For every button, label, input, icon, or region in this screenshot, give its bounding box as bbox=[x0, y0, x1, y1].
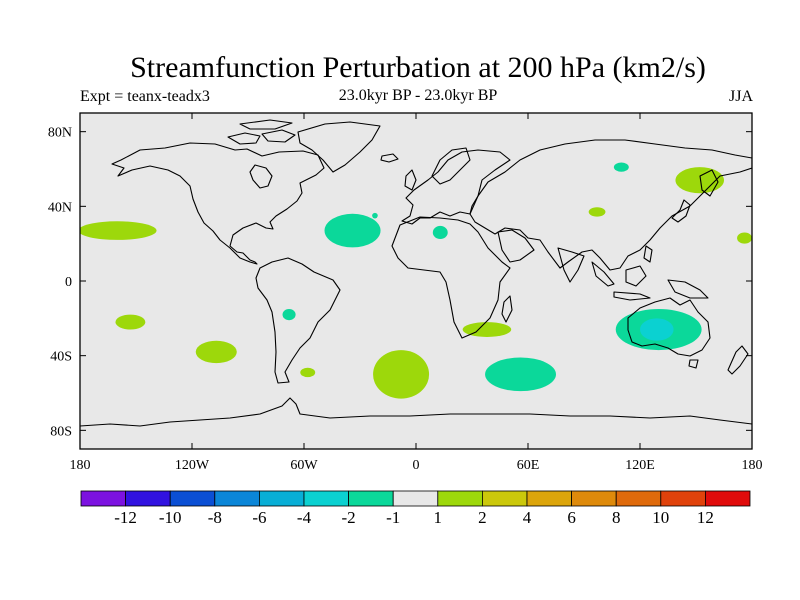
coast-antarctica bbox=[80, 397, 752, 427]
x-tick-label-4: 60E bbox=[517, 458, 540, 473]
coast-greenland bbox=[297, 121, 381, 173]
x-tick-label-5: 120E bbox=[625, 458, 655, 473]
x-tick-label-0: 180 bbox=[70, 458, 91, 473]
coast-kamchatka bbox=[699, 169, 719, 197]
colorbar-bin-2 bbox=[169, 490, 216, 507]
coast-new-zealand bbox=[727, 345, 749, 375]
colorbar-bin-6 bbox=[348, 490, 394, 507]
coast-scandinavia bbox=[431, 147, 471, 185]
colorbar-label-0: -12 bbox=[114, 508, 137, 527]
season-label: JJA bbox=[728, 88, 753, 105]
colorbar-label-9: 4 bbox=[523, 508, 532, 527]
coast-india bbox=[557, 247, 585, 283]
colorbar-bin-14 bbox=[705, 490, 751, 507]
colorbar-bin-9 bbox=[481, 490, 528, 507]
anomaly-patch-8 bbox=[432, 225, 448, 239]
coast-asia bbox=[469, 139, 752, 271]
colorbar-label-3: -6 bbox=[252, 508, 266, 527]
colorbar-bin-1 bbox=[125, 490, 171, 507]
coast-philippines bbox=[643, 245, 653, 263]
anomaly-patch-0 bbox=[80, 221, 157, 240]
plot-title: Streamfunction Perturbation at 200 hPa (… bbox=[130, 51, 706, 84]
colorbar-label-12: 10 bbox=[652, 508, 669, 527]
y-tick-label-2: 0 bbox=[65, 275, 72, 290]
colorbar-bin-13 bbox=[660, 490, 706, 507]
coast-europe bbox=[401, 149, 511, 225]
anomaly-patch-4 bbox=[282, 309, 296, 321]
colorbar-label-11: 8 bbox=[612, 508, 621, 527]
colorbar-bin-0 bbox=[80, 490, 126, 507]
anomaly-layer bbox=[80, 162, 752, 399]
x-tick-label-1: 120W bbox=[175, 458, 210, 473]
colorbar-label-6: -1 bbox=[386, 508, 400, 527]
coast-new-guinea bbox=[667, 279, 709, 299]
anomaly-patch-13 bbox=[675, 167, 724, 194]
y-tick-label-3: 40S bbox=[50, 350, 72, 365]
coast-borneo bbox=[625, 265, 647, 287]
colorbar-label-7: 1 bbox=[434, 508, 443, 527]
colorbar-label-10: 6 bbox=[567, 508, 576, 527]
coast-africa bbox=[391, 216, 511, 339]
colorbar-bin-8 bbox=[437, 490, 483, 507]
colorbar-label-4: -4 bbox=[297, 508, 312, 527]
colorbar-bin-7 bbox=[392, 490, 439, 507]
colorbar-bin-12 bbox=[615, 490, 662, 507]
y-tick-label-1: 40N bbox=[48, 200, 72, 215]
anomaly-patch-6 bbox=[300, 367, 316, 378]
colorbar-bin-5 bbox=[303, 490, 349, 507]
coast-south-america bbox=[255, 257, 341, 384]
y-tick-label-4: 80S bbox=[50, 424, 72, 439]
anomaly-patch-16 bbox=[640, 318, 674, 341]
x-tick-label-6: 180 bbox=[742, 458, 763, 473]
coast-madagascar bbox=[501, 295, 513, 323]
experiment-label: Expt = teanx-teadx3 bbox=[80, 88, 210, 105]
map-background bbox=[80, 113, 752, 449]
coast-hudson-bay bbox=[249, 164, 273, 189]
anomaly-patch-11 bbox=[588, 207, 606, 217]
anomaly-patch-5 bbox=[373, 350, 430, 399]
colorbar-label-13: 12 bbox=[697, 508, 714, 527]
coastlines bbox=[80, 119, 752, 427]
anomaly-patch-2 bbox=[115, 314, 146, 330]
colorbar-label-8: 2 bbox=[478, 508, 487, 527]
y-tick-label-0: 80N bbox=[48, 126, 72, 141]
colorbar: -12 -10 -8 -6 -4 -2 -1 1 2 4 6 8 10 12 bbox=[80, 490, 751, 527]
colorbar-label-1: -10 bbox=[159, 508, 182, 527]
anomaly-patch-3 bbox=[195, 340, 237, 364]
colorbar-label-5: -2 bbox=[342, 508, 356, 527]
x-tick-label-3: 0 bbox=[413, 458, 420, 473]
coast-arctic-islands bbox=[227, 119, 296, 145]
colorbar-bin-4 bbox=[258, 490, 305, 507]
coast-arabia bbox=[497, 229, 535, 263]
anomaly-patch-14 bbox=[737, 232, 752, 244]
anomaly-patch-12 bbox=[613, 162, 629, 172]
colorbar-label-2: -8 bbox=[208, 508, 222, 527]
period-label: 23.0kyr BP - 23.0kyr BP bbox=[338, 87, 498, 104]
x-tick-label-2: 60W bbox=[290, 458, 318, 473]
anomaly-patch-7 bbox=[372, 212, 378, 219]
axes: 180 120W 60W 0 60E 120E 180 80N 40N 0 40S 80S bbox=[48, 113, 763, 473]
coast-north-america bbox=[111, 142, 325, 265]
colorbar-bin-11 bbox=[571, 490, 617, 507]
coast-britain bbox=[404, 169, 417, 191]
coast-sumatra bbox=[591, 261, 615, 287]
coast-iceland bbox=[380, 153, 399, 163]
coast-tasmania bbox=[688, 359, 699, 369]
coast-australia bbox=[627, 297, 711, 357]
colorbar-bin-3 bbox=[214, 490, 260, 507]
colorbar-bin-10 bbox=[526, 490, 572, 507]
coast-japan bbox=[671, 199, 691, 223]
coast-java bbox=[613, 291, 651, 301]
anomaly-patch-10 bbox=[485, 357, 556, 392]
anomaly-patch-1 bbox=[324, 213, 381, 248]
anomaly-patch-9 bbox=[462, 322, 512, 337]
